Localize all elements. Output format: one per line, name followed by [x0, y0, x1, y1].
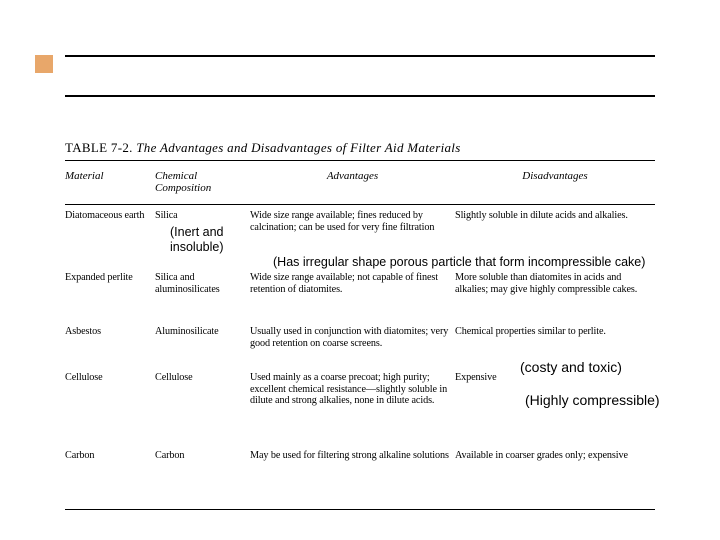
- cell-disadvantages: Expensive: [455, 372, 655, 444]
- cell-advantages: Usually used in conjunction with diatomi…: [250, 326, 455, 366]
- footer-rule: [65, 509, 655, 510]
- slide-accent-block: [35, 55, 53, 73]
- cell-composition: Cellulose: [155, 372, 250, 444]
- cell-composition: Aluminosilicate: [155, 326, 250, 366]
- cell-material: Cellulose: [65, 372, 155, 444]
- cell-advantages: May be used for filtering strong alkalin…: [250, 450, 455, 462]
- table-caption-text: The Advantages and Disadvantages of Filt…: [136, 140, 460, 155]
- annotation-compressible: (Highly compressible): [525, 392, 660, 408]
- annotation-irregular: (Has irregular shape porous particle tha…: [273, 255, 655, 271]
- annotation-inert: (Inert and insoluble): [170, 225, 240, 255]
- table-caption-label: TABLE 7-2.: [65, 140, 133, 155]
- slide-header-band: [65, 55, 655, 97]
- table-body: Diatomaceous earth Silica Wide size rang…: [65, 210, 655, 468]
- table-header-row: Material Chemical Composition Advantages…: [65, 170, 655, 194]
- header-disadvantages: Disadvantages: [455, 170, 655, 194]
- caption-rule: [65, 160, 655, 161]
- table-row: Carbon Carbon May be used for filtering …: [65, 450, 655, 462]
- cell-material: Expanded perlite: [65, 272, 155, 320]
- table-row: Cellulose Cellulose Used mainly as a coa…: [65, 372, 655, 444]
- cell-disadvantages: More soluble than diatomites in acids an…: [455, 272, 655, 320]
- table-caption: TABLE 7-2. The Advantages and Disadvanta…: [65, 140, 655, 156]
- cell-composition: Silica and aluminosilicates: [155, 272, 250, 320]
- annotation-costy: (costy and toxic): [520, 359, 622, 375]
- cell-advantages: Used mainly as a coarse precoat; high pu…: [250, 372, 455, 444]
- header-material: Material: [65, 170, 155, 194]
- header-advantages: Advantages: [250, 170, 455, 194]
- cell-material: Asbestos: [65, 326, 155, 366]
- cell-material: Carbon: [65, 450, 155, 462]
- cell-material: Diatomaceous earth: [65, 210, 155, 266]
- cell-composition: Carbon: [155, 450, 250, 462]
- cell-advantages: Wide size range available; not capable o…: [250, 272, 455, 320]
- table-row: Expanded perlite Silica and aluminosilic…: [65, 272, 655, 320]
- cell-disadvantages: Available in coarser grades only; expens…: [455, 450, 655, 462]
- header-rule: [65, 204, 655, 205]
- header-composition: Chemical Composition: [155, 170, 250, 194]
